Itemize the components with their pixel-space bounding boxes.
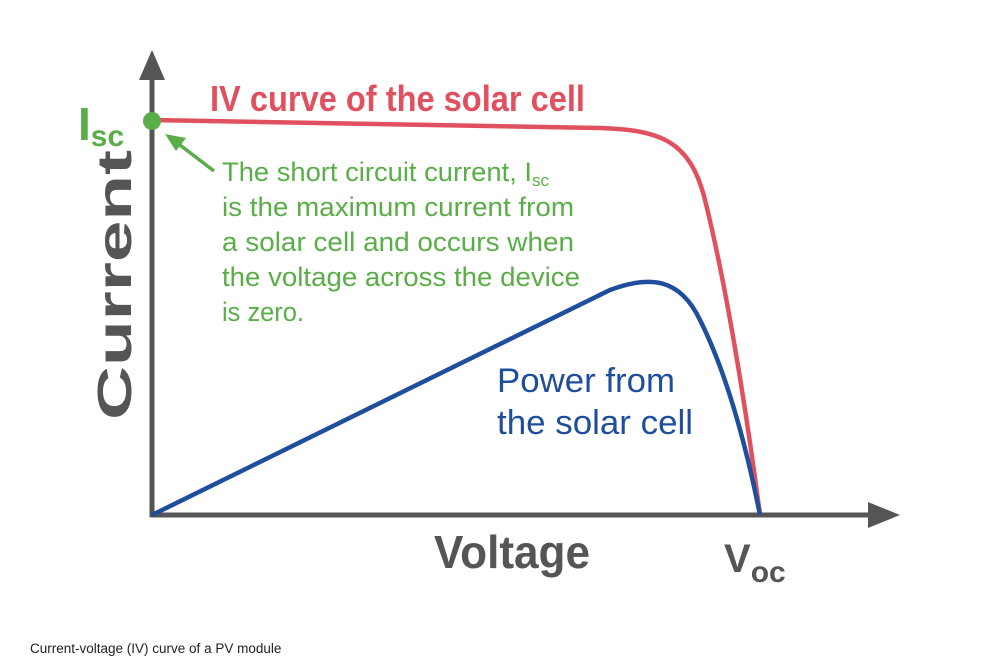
annotation-text: The short circuit current, I xyxy=(222,157,532,187)
x-axis-label: Voltage xyxy=(434,526,590,578)
x-marker-sub: oc xyxy=(751,556,786,589)
power-label-line: the solar cell xyxy=(497,404,693,442)
title: IV curve of the solar cell xyxy=(210,78,585,119)
y-marker: Isc xyxy=(78,98,124,153)
isc-point xyxy=(143,112,161,130)
power-label-line: Power from xyxy=(497,362,675,400)
annotation-line: The short circuit current, Isc xyxy=(222,157,550,190)
annotation: The short circuit current, Isc is the ma… xyxy=(222,157,580,327)
caption: Current-voltage (IV) curve of a PV modul… xyxy=(30,641,281,656)
power-curve xyxy=(151,279,763,518)
x-marker-main: V xyxy=(724,537,751,581)
annotation-arrowhead xyxy=(165,134,186,151)
y-arrowhead xyxy=(139,50,165,80)
x-marker: Voc xyxy=(724,537,786,589)
y-marker-sub: sc xyxy=(91,120,124,153)
iv-curve xyxy=(151,117,763,516)
annotation-line: a solar cell and occurs when xyxy=(222,227,574,257)
axes xyxy=(149,75,880,518)
annotation-line: is zero. xyxy=(222,297,304,327)
annotation-arrow xyxy=(174,140,216,173)
power-label: Power from the solar cell xyxy=(497,362,693,442)
y-axis-label: Current xyxy=(89,150,142,420)
annotation-line: is the maximum current from xyxy=(222,192,574,222)
annotation-sub: sc xyxy=(532,171,550,190)
x-arrowhead xyxy=(868,502,900,528)
annotation-line: the voltage across the device xyxy=(222,262,580,292)
y-marker-main: I xyxy=(78,98,91,150)
